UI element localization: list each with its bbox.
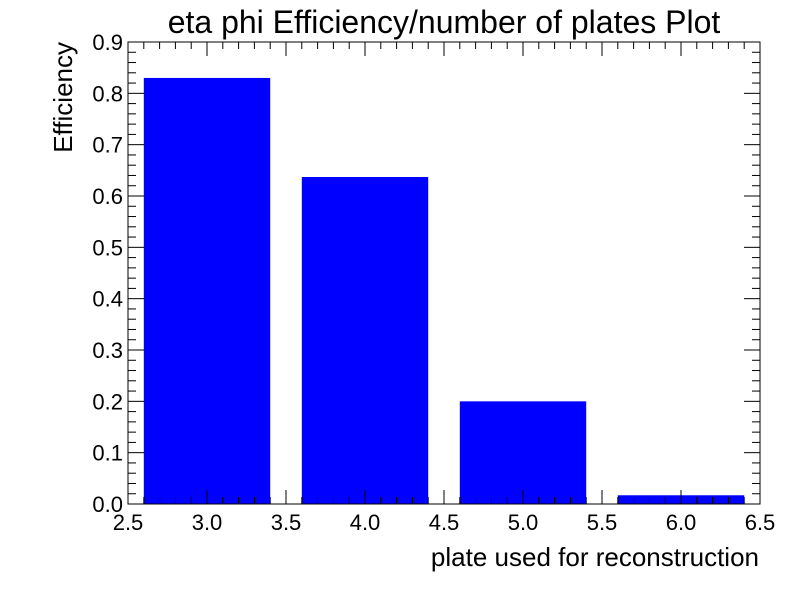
y-axis-label: Efficiency (48, 42, 78, 153)
x-tick-label: 5.0 (508, 510, 539, 535)
bar-2 (301, 177, 429, 505)
plot-frame (127, 41, 761, 505)
bars-layer (143, 77, 745, 505)
tick-labels-layer: 2.5 3.0 3.5 4.0 4.5 5.0 5.5 6.0 6.5 0.0 0.1 0.2 0.3 0… (92, 30, 775, 535)
bar-3 (459, 401, 587, 504)
bar-1 (143, 77, 271, 504)
x-tick-label: 5.5 (587, 510, 618, 535)
y-tick-label: 0.8 (92, 81, 123, 106)
chart-title: eta phi Efficiency/number of plates Plot (168, 4, 721, 40)
x-tick-label: 4.0 (350, 510, 381, 535)
y-tick-label: 0.5 (92, 235, 123, 260)
x-tick-label: 4.5 (429, 510, 460, 535)
y-tick-label: 0.6 (92, 184, 123, 209)
x-axis-label: plate used for reconstruction (431, 542, 759, 572)
x-tick-label: 2.5 (113, 510, 144, 535)
y-tick-label: 0.7 (92, 133, 123, 158)
x-tick-label: 6.5 (745, 510, 776, 535)
y-tick-label: 0.1 (92, 441, 123, 466)
y-tick-label: 0.0 (92, 492, 123, 517)
y-tick-label: 0.4 (92, 287, 123, 312)
x-tick-label: 6.0 (666, 510, 697, 535)
x-tick-label: 3.0 (192, 510, 223, 535)
y-tick-label: 0.9 (92, 30, 123, 55)
y-tick-label: 0.2 (92, 389, 123, 414)
y-tick-label: 0.3 (92, 338, 123, 363)
ticks-layer (127, 41, 761, 505)
x-tick-label: 3.5 (271, 510, 302, 535)
